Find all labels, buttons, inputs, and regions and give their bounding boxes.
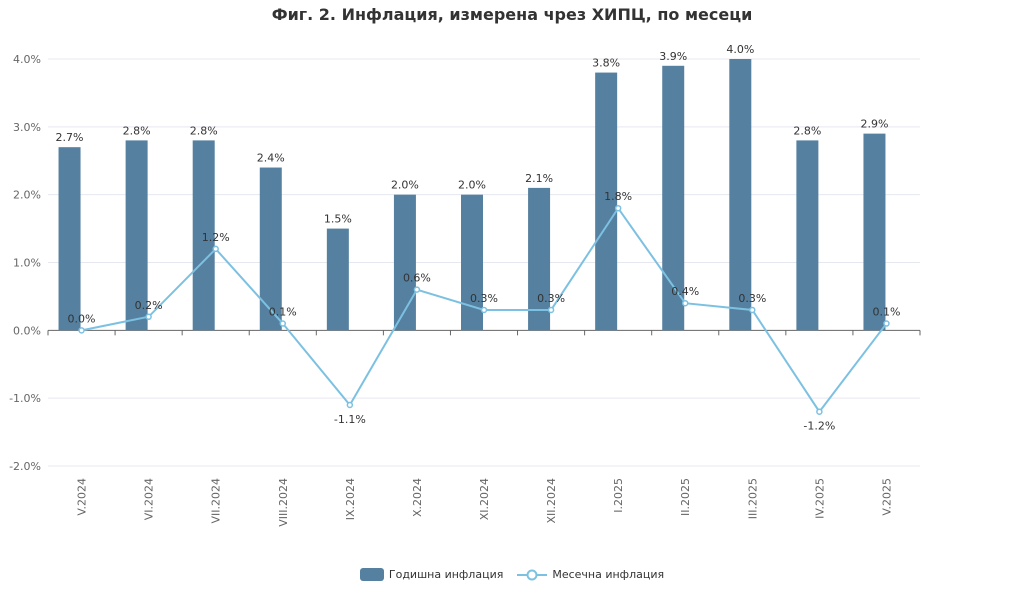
legend: Годишна инфлация Месечна инфлация — [0, 568, 1024, 581]
line-point — [78, 327, 85, 334]
x-tick-label: VI.2024 — [143, 478, 156, 520]
line-data-label: 0.4% — [671, 285, 699, 298]
line-point — [413, 286, 421, 293]
x-tick-label: XI.2024 — [478, 478, 491, 520]
line-data-label: 1.2% — [202, 231, 230, 244]
y-tick-label: 2.0% — [13, 189, 41, 202]
x-tick-label: VII.2024 — [210, 478, 223, 524]
legend-label: Месечна инфлация — [552, 568, 665, 581]
bar — [192, 140, 215, 331]
bar — [326, 228, 349, 331]
legend-label: Годишна инфлация — [388, 568, 504, 581]
line-point — [749, 306, 756, 314]
bar — [259, 167, 282, 331]
bar-data-label: 3.8% — [592, 57, 620, 70]
x-tick-label: V.2024 — [76, 478, 89, 516]
bar — [58, 147, 81, 331]
line-point — [346, 401, 354, 409]
bar-data-label: 3.9% — [659, 50, 687, 63]
y-tick-label: 3.0% — [13, 121, 41, 134]
x-tick-label: X.2024 — [411, 478, 424, 517]
line-point — [883, 320, 890, 327]
bar-data-label: 2.7% — [56, 131, 84, 144]
line-swatch-icon — [517, 569, 548, 580]
bar-data-label: 2.1% — [525, 172, 553, 185]
x-tick-label: II.2025 — [679, 478, 692, 516]
y-tick-label: -1.0% — [9, 392, 41, 405]
line-data-label: 0.1% — [872, 306, 900, 319]
line-point — [614, 204, 622, 212]
x-tick-label: I.2025 — [612, 478, 625, 513]
line-point — [681, 299, 689, 307]
line-data-label: 1.8% — [604, 190, 632, 203]
x-tick-label: XII.2024 — [545, 478, 558, 524]
line-point — [212, 245, 219, 253]
line-data-label: 0.3% — [537, 292, 565, 305]
x-tick-label: III.2025 — [746, 478, 759, 519]
line-data-label: 0.1% — [269, 306, 297, 319]
bar-data-label: 2.4% — [257, 152, 285, 165]
bar-data-label: 4.0% — [726, 43, 754, 56]
bar-data-label: 2.0% — [458, 179, 486, 192]
y-tick-label: -2.0% — [9, 460, 41, 473]
bar — [393, 194, 416, 331]
bar — [729, 59, 752, 331]
line-data-label: 0.3% — [470, 292, 498, 305]
bar — [595, 72, 618, 331]
x-tick-label: IX.2024 — [344, 478, 357, 520]
bar — [461, 194, 483, 331]
line-data-label: 0.2% — [135, 299, 163, 312]
bar-data-label: 1.5% — [324, 213, 352, 226]
y-tick-label: 4.0% — [13, 53, 41, 66]
line-point — [279, 320, 287, 327]
line-point — [145, 313, 152, 321]
line-data-label: 0.6% — [403, 272, 431, 285]
line-data-label: -1.2% — [803, 420, 835, 433]
line-data-label: 0.0% — [68, 312, 96, 325]
bar-data-label: 2.8% — [793, 124, 821, 137]
bar — [125, 140, 148, 331]
bar — [528, 187, 551, 331]
line-point — [816, 408, 823, 415]
x-tick-label: IV.2025 — [813, 478, 826, 519]
line-point — [547, 306, 555, 314]
chart-title: Фиг. 2. Инфлация, измерена чрез ХИПЦ, по… — [271, 5, 753, 24]
line-point — [480, 306, 488, 314]
bar-data-label: 2.0% — [391, 179, 419, 192]
legend-item-annual[interactable]: Годишна инфлация — [359, 568, 504, 581]
bar-data-label: 2.9% — [860, 118, 888, 131]
bar — [863, 133, 886, 331]
y-tick-label: 0.0% — [13, 324, 41, 337]
legend-item-monthly[interactable]: Месечна инфлация — [517, 568, 664, 581]
x-tick-label: VIII.2024 — [277, 478, 290, 527]
bar-swatch-icon — [359, 568, 384, 581]
bar-data-label: 2.8% — [123, 124, 151, 137]
x-tick-label: V.2025 — [880, 478, 893, 516]
bar — [662, 65, 685, 331]
bar — [796, 140, 819, 331]
y-tick-label: 1.0% — [13, 257, 41, 270]
bar-data-label: 2.8% — [190, 124, 218, 137]
line-data-label: 0.3% — [738, 292, 766, 305]
line-data-label: -1.1% — [334, 413, 366, 426]
